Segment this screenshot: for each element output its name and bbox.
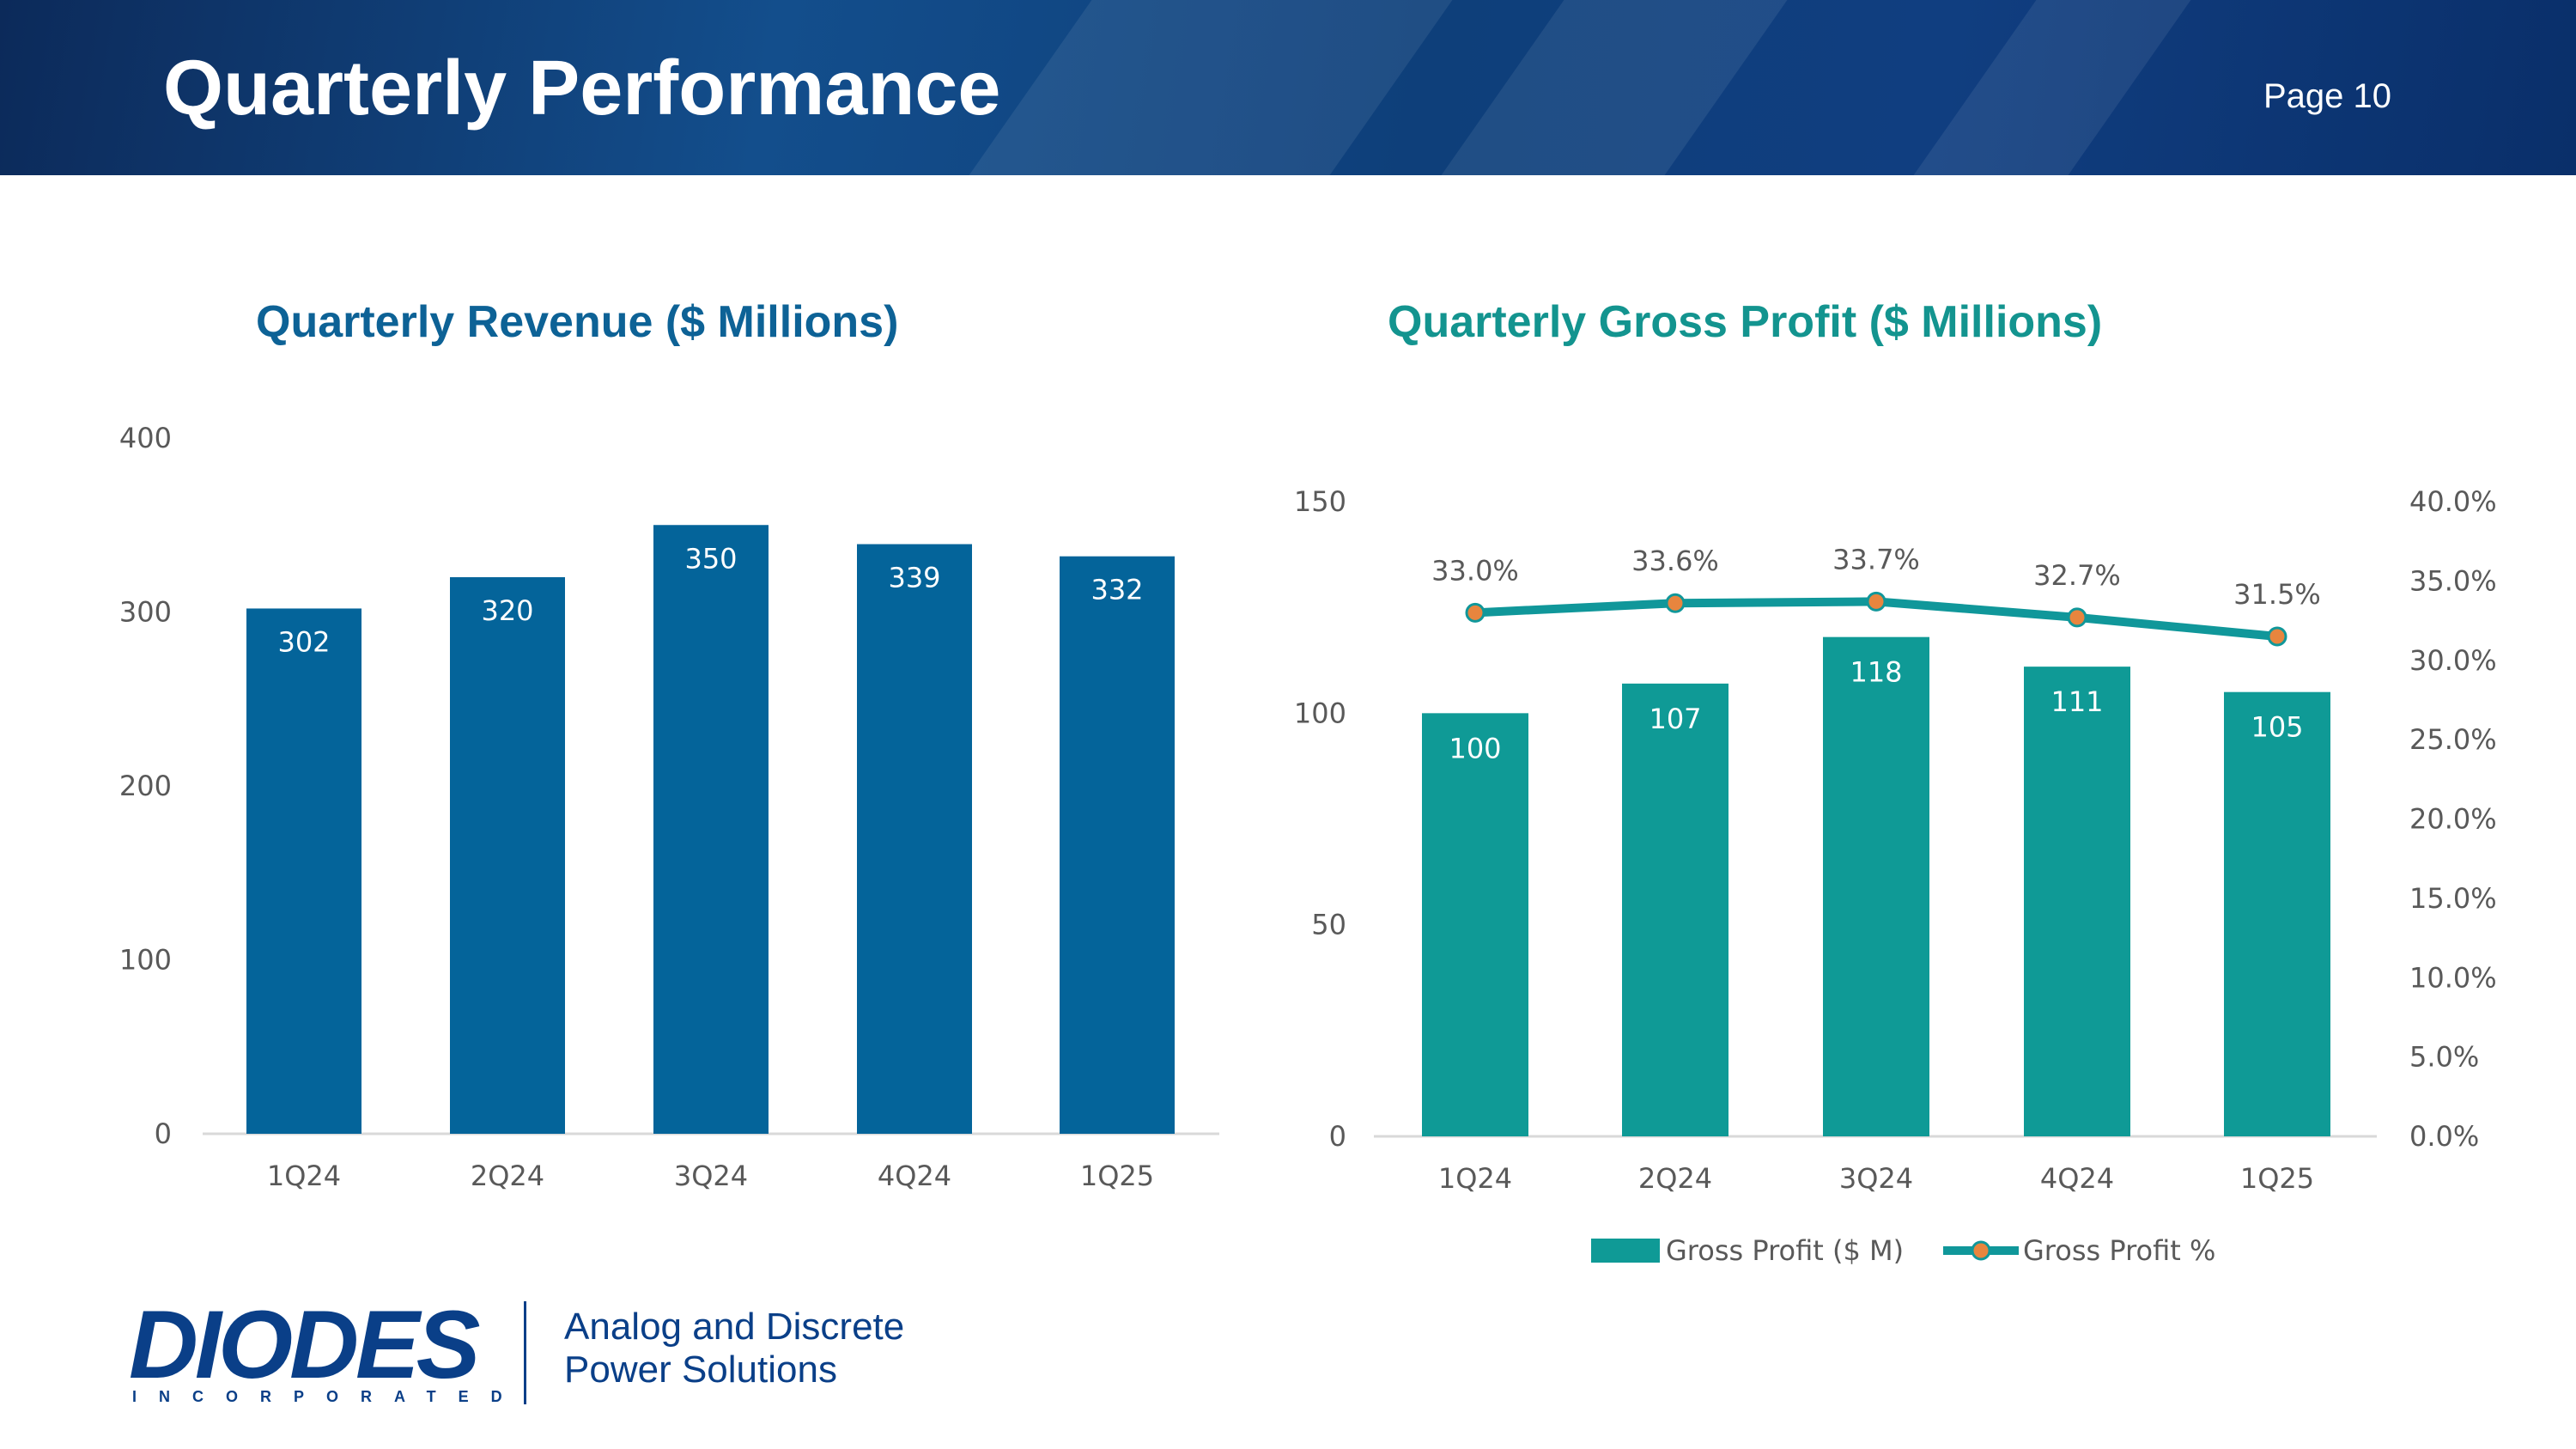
logo-subtext: INCORPORATED: [132, 1388, 525, 1405]
gross-profit-x-tick-label: 4Q24: [2040, 1162, 2114, 1195]
revenue-y-tick-label: 0: [155, 1117, 172, 1150]
gross-profit-x-tick-label: 3Q24: [1839, 1162, 1913, 1195]
page-title: Quarterly Performance: [163, 46, 1001, 131]
legend-swatch-marker: [1971, 1240, 1991, 1261]
revenue-bar: [653, 525, 769, 1134]
gross-profit-pct-label: 33.0%: [1431, 554, 1519, 587]
diodes-logo: DIODES INCORPORATED: [129, 1291, 502, 1409]
gross-profit-pct-label: 33.7%: [1832, 543, 1920, 575]
revenue-y-tick-label: 300: [119, 596, 172, 629]
revenue-x-tick-label: 4Q24: [878, 1160, 951, 1192]
revenue-bar-value-label: 320: [481, 594, 533, 627]
gross-profit-bar-value-label: 118: [1850, 656, 1902, 689]
gross-profit-right-y-tick-label: 20.0%: [2409, 803, 2497, 836]
gross-profit-pct-marker: [2267, 626, 2287, 647]
gross-profit-bar-value-label: 107: [1649, 703, 1701, 735]
logo-wordmark: DIODES: [129, 1291, 480, 1398]
gross-profit-pct-label: 31.5%: [2233, 578, 2321, 611]
legend-swatch-gross-profit: [1591, 1239, 1660, 1263]
revenue-x-tick-label: 2Q24: [471, 1160, 544, 1192]
gross-profit-left-y-tick-label: 150: [1294, 485, 1346, 518]
revenue-bar-value-label: 302: [277, 625, 330, 658]
gross-profit-pct-label: 32.7%: [2033, 559, 2121, 592]
gross-profit-right-y-tick-label: 30.0%: [2409, 644, 2497, 677]
gross-profit-chart-title: Quarterly Gross Profit ($ Millions): [1388, 297, 2103, 347]
revenue-bar-value-label: 332: [1091, 574, 1143, 606]
gross-profit-right-y-tick-label: 35.0%: [2409, 564, 2497, 597]
page-number: Page 10: [2263, 77, 2392, 115]
gross-profit-x-tick-label: 1Q24: [1438, 1162, 1512, 1195]
tagline-line-2: Power Solutions: [564, 1349, 837, 1391]
gross-profit-bar: [2024, 667, 2130, 1136]
revenue-bar-value-label: 339: [888, 562, 940, 594]
gross-profit-pct-marker: [1866, 591, 1886, 612]
gross-profit-x-tick-label: 2Q24: [1638, 1162, 1712, 1195]
revenue-y-tick-label: 200: [119, 770, 172, 802]
revenue-y-tick-label: 400: [119, 422, 172, 454]
revenue-x-tick-label: 1Q24: [267, 1160, 341, 1192]
gross-profit-left-y-tick-label: 50: [1311, 909, 1346, 941]
gross-profit-bar-value-label: 105: [2251, 711, 2303, 744]
gross-profit-pct-label: 33.6%: [1631, 545, 1719, 577]
gross-profit-right-y-tick-label: 5.0%: [2409, 1041, 2479, 1074]
revenue-y-tick-label: 100: [119, 944, 172, 977]
gross-profit-right-y-tick-label: 10.0%: [2409, 961, 2497, 994]
revenue-bar: [450, 577, 565, 1134]
gross-profit-bar: [1622, 683, 1728, 1136]
gross-profit-pct-marker: [1465, 602, 1485, 623]
tagline-line-1: Analog and Discrete: [564, 1306, 905, 1348]
gross-profit-right-y-tick-label: 40.0%: [2409, 485, 2497, 518]
header-banner: Quarterly Performance Page 10: [0, 0, 2576, 175]
gross-profit-right-y-tick-label: 15.0%: [2409, 882, 2497, 915]
revenue-chart-title: Quarterly Revenue ($ Millions): [256, 297, 899, 347]
revenue-bar: [246, 608, 361, 1134]
revenue-bar-value-label: 350: [684, 542, 737, 575]
gross-profit-bar: [2224, 691, 2330, 1136]
gross-profit-x-tick-label: 1Q25: [2240, 1162, 2314, 1195]
gross-profit-right-y-tick-label: 0.0%: [2409, 1120, 2479, 1153]
gross-profit-bar-value-label: 100: [1449, 732, 1501, 764]
revenue-x-tick-label: 3Q24: [674, 1160, 748, 1192]
revenue-bar: [1060, 556, 1175, 1134]
gross-profit-bar-value-label: 111: [2050, 685, 2103, 718]
logo-divider: [524, 1301, 526, 1404]
revenue-x-tick-label: 1Q25: [1080, 1160, 1154, 1192]
gross-profit-left-y-tick-label: 0: [1329, 1120, 1346, 1153]
revenue-bar: [857, 544, 972, 1134]
gross-profit-pct-marker: [2067, 607, 2087, 628]
gross-profit-bar: [1823, 636, 1929, 1136]
gross-profit-pct-marker: [1665, 593, 1686, 613]
legend-label-gross-profit-pct: Gross Profit %: [2023, 1234, 2215, 1267]
gross-profit-bar: [1422, 713, 1528, 1136]
gross-profit-left-y-tick-label: 100: [1294, 697, 1346, 729]
gross-profit-right-y-tick-label: 25.0%: [2409, 723, 2497, 756]
legend-label-gross-profit: Gross Profit ($ M): [1666, 1234, 1904, 1267]
